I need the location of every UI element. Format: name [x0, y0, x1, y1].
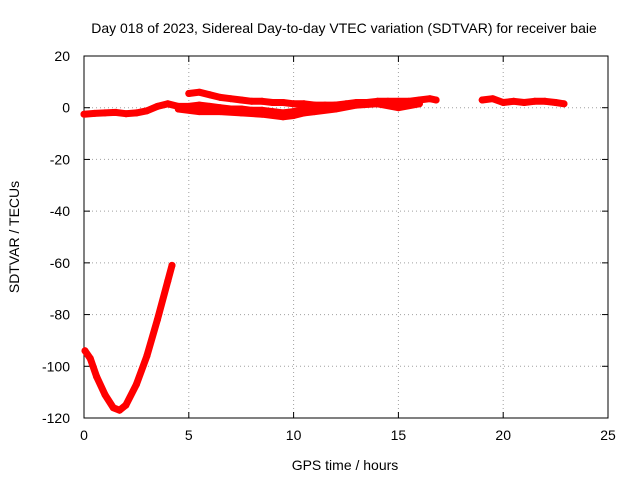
data-point	[311, 101, 319, 109]
data-point	[279, 99, 287, 106]
x-tick-label: 20	[495, 427, 511, 443]
data-point	[93, 373, 101, 381]
data-point	[80, 110, 88, 118]
data-point	[227, 95, 235, 103]
data-point	[109, 404, 117, 412]
x-tick-label: 15	[391, 427, 407, 443]
data-point	[541, 97, 549, 105]
x-tick-label: 0	[80, 427, 88, 443]
data-point	[269, 99, 277, 106]
data-point	[332, 105, 339, 113]
data-point	[164, 100, 172, 108]
data-point	[195, 88, 203, 96]
data-point	[394, 104, 402, 112]
data-point	[143, 352, 151, 360]
data-point	[311, 108, 319, 116]
data-point	[216, 108, 224, 116]
data-point	[237, 96, 245, 104]
data-point	[111, 108, 119, 116]
y-tick-label: -20	[50, 151, 70, 167]
data-point	[373, 100, 381, 108]
data-point	[520, 99, 528, 106]
data-point	[394, 97, 402, 105]
axis-ticks: 0 5 10 15 20 25 -120 -100 -80 -60 -40 -20 0 20	[42, 48, 616, 443]
data-point	[552, 99, 560, 106]
data-point	[290, 112, 298, 119]
data-point	[143, 107, 151, 115]
y-axis-label: SDTVAR / TECUs	[6, 181, 22, 293]
chart-title: Day 018 of 2023, Sidereal Day-to-day VTE…	[91, 20, 597, 36]
data-point	[153, 102, 161, 110]
data-point	[122, 401, 130, 409]
series-dip-arc	[81, 261, 176, 414]
data-point	[101, 391, 109, 399]
data-point	[116, 406, 124, 414]
data-point	[237, 109, 245, 117]
data-point	[153, 316, 161, 324]
data-point	[122, 110, 130, 118]
x-tick-label: 10	[286, 427, 302, 443]
data-point	[195, 108, 203, 116]
data-point	[132, 109, 140, 117]
data-point	[499, 99, 507, 106]
data-point	[258, 110, 266, 118]
data-point	[510, 97, 518, 105]
y-tick-label: -80	[50, 307, 70, 323]
data-point	[206, 91, 214, 99]
data-point	[174, 105, 182, 113]
data-point	[168, 261, 176, 269]
data-point	[258, 97, 266, 105]
data-point	[415, 100, 423, 108]
data-point	[560, 100, 568, 108]
data-point	[195, 101, 203, 109]
data-point	[432, 96, 440, 104]
x-axis-label: GPS time / hours	[292, 457, 399, 473]
data-point	[185, 90, 193, 97]
data-point	[531, 97, 539, 105]
plot-frame	[83, 55, 609, 419]
y-tick-label: -40	[50, 203, 70, 219]
y-tick-label: 20	[54, 48, 70, 64]
data-point	[300, 100, 308, 108]
data-point	[353, 101, 360, 109]
x-tick-label: 25	[600, 427, 616, 443]
data-point	[279, 113, 287, 121]
data-point	[300, 109, 308, 117]
y-tick-label: 0	[62, 100, 70, 116]
data-point	[489, 95, 497, 103]
data-point	[426, 95, 434, 103]
y-tick-label: -120	[42, 410, 70, 426]
data-point	[216, 93, 224, 101]
y-tick-label: -100	[42, 358, 70, 374]
data-point	[478, 96, 486, 104]
data-point	[101, 109, 109, 117]
data-point	[132, 380, 140, 388]
data-point	[248, 97, 256, 105]
data-point	[81, 347, 89, 355]
data-point	[290, 100, 298, 108]
x-tick-label: 5	[185, 427, 193, 443]
y-tick-label: -60	[50, 255, 70, 271]
data-point	[164, 277, 172, 285]
plot-area	[80, 88, 568, 414]
data-point	[91, 109, 98, 117]
data-point	[86, 355, 94, 362]
